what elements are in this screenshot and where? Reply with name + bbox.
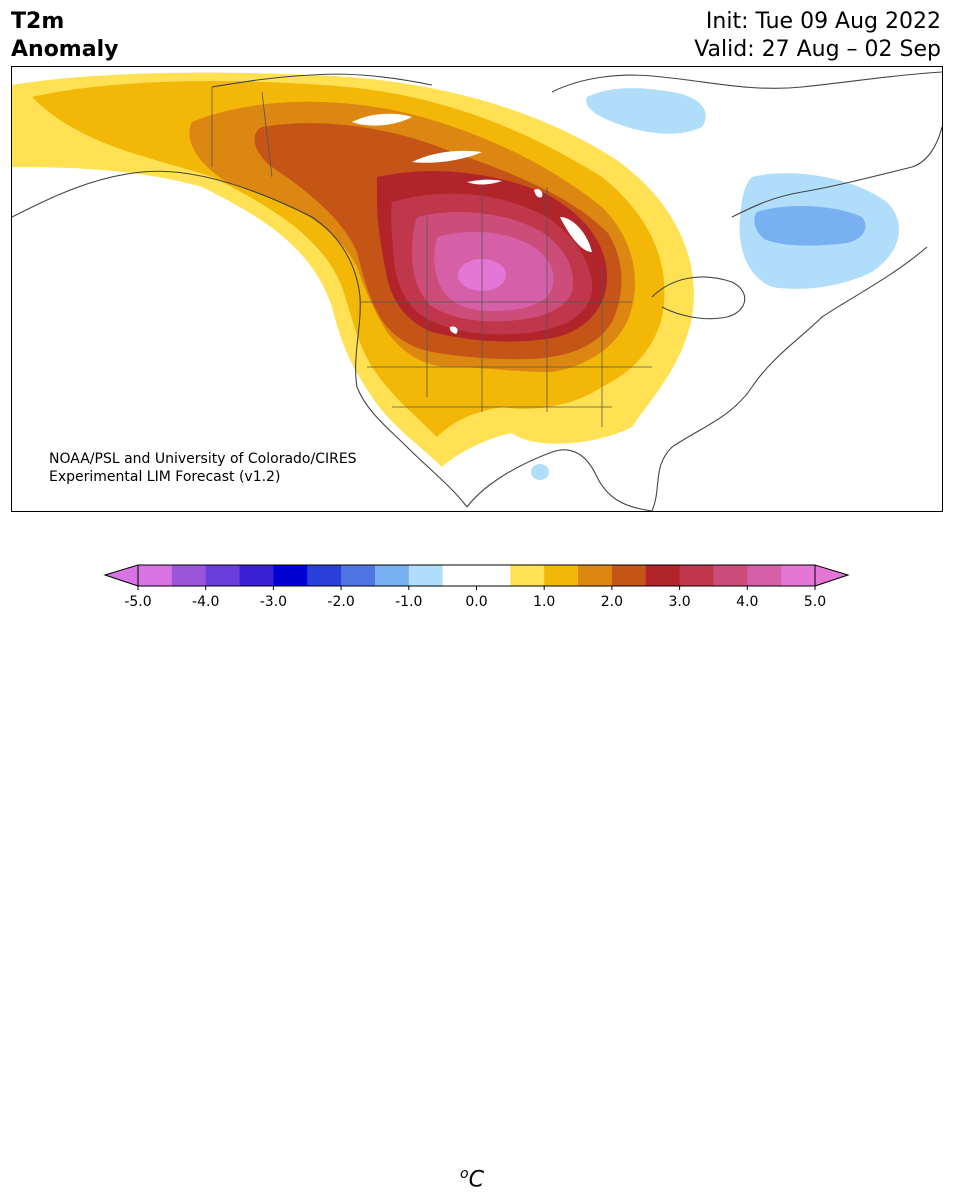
map-canvas [12, 71, 942, 511]
colorbar-swatch [578, 565, 613, 586]
colorbar-tick-label: -4.0 [192, 594, 219, 610]
colorbar-low-extend [103, 564, 139, 587]
init-date: Init: Tue 09 Aug 2022 [705, 9, 941, 34]
colorbar-svg: -5.0 -4.0 -3.0 -2.0 -1.0 0.0 1.0 2.0 3.0 4.0 5.0 [103, 564, 850, 610]
colorbar-swatch [307, 565, 342, 586]
colorbar-tick-label: 2.0 [601, 594, 623, 610]
unit-superscript: o [460, 1166, 469, 1182]
credit-text: NOAA/PSL and University of Colorado/CIRE… [49, 450, 357, 486]
colorbar-swatch [510, 565, 545, 586]
cool-anomaly-north [586, 88, 706, 134]
colorbar-swatch [205, 565, 241, 586]
colorbar-tick-label: -1.0 [395, 594, 422, 610]
title-line-1: T2m [11, 9, 65, 34]
colorbar-swatch [611, 565, 647, 586]
colorbar-swatch [713, 565, 748, 586]
state-borders [211, 87, 652, 427]
valid-date: Valid: 27 Aug – 02 Sep [694, 37, 941, 62]
colorbar: -5.0 -4.0 -3.0 -2.0 -1.0 0.0 1.0 2.0 3.0 4.0 5.0 o… [0, 550, 953, 1192]
colorbar-swatch [138, 565, 173, 586]
colorbar-unit: oC [460, 1166, 484, 1192]
colorbar-swatch [747, 565, 782, 586]
colorbar-swatch [341, 565, 376, 586]
colorbar-tick-label: 4.0 [736, 594, 758, 610]
colorbar-swatch [239, 565, 274, 586]
cool-anomaly-gulf [531, 464, 549, 480]
anomaly-map: NOAA/PSL and University of Colorado/CIRE… [11, 66, 943, 512]
colorbar-swatch [171, 565, 207, 586]
title-line-2: Anomaly [11, 37, 119, 62]
credit-line-1: NOAA/PSL and University of Colorado/CIRE… [49, 451, 357, 467]
colorbar-tick-label: 3.0 [668, 594, 690, 610]
coastlines [12, 71, 942, 511]
colorbar-tick-label: -5.0 [124, 594, 151, 610]
colorbar-swatch [408, 565, 444, 586]
colorbar-ticks: -5.0 -4.0 -3.0 -2.0 -1.0 0.0 1.0 2.0 3.0 4.0 5.0 [124, 586, 826, 610]
colorbar-tick-label: 1.0 [533, 594, 555, 610]
colorbar-swatch [442, 565, 477, 586]
credit-line-2: Experimental LIM Forecast (v1.2) [49, 469, 281, 485]
colorbar-swatch [374, 565, 410, 586]
colorbar-swatch [476, 565, 511, 586]
colorbar-tick-label: 5.0 [804, 594, 826, 610]
colorbar-swatch [544, 565, 579, 586]
colorbar-tick-label: -2.0 [327, 594, 354, 610]
colorbar-swatch [679, 565, 714, 586]
colorbar-high-extend [814, 564, 850, 587]
colorbar-swatch [273, 565, 308, 586]
colorbar-tick-label: -3.0 [260, 594, 287, 610]
lakes [352, 113, 592, 334]
map-title: T2m Anomaly [11, 8, 118, 64]
forecast-dates: Init: Tue 09 Aug 2022 Valid: 27 Aug – 02… [694, 8, 941, 64]
colorbar-swatch [645, 565, 681, 586]
colorbar-swatch [781, 565, 816, 586]
unit-main: C [468, 1167, 484, 1192]
colorbar-tick-label: 0.0 [465, 594, 487, 610]
colorbar-swatches [138, 565, 816, 586]
cool-anomaly-quebec-core [754, 205, 866, 246]
